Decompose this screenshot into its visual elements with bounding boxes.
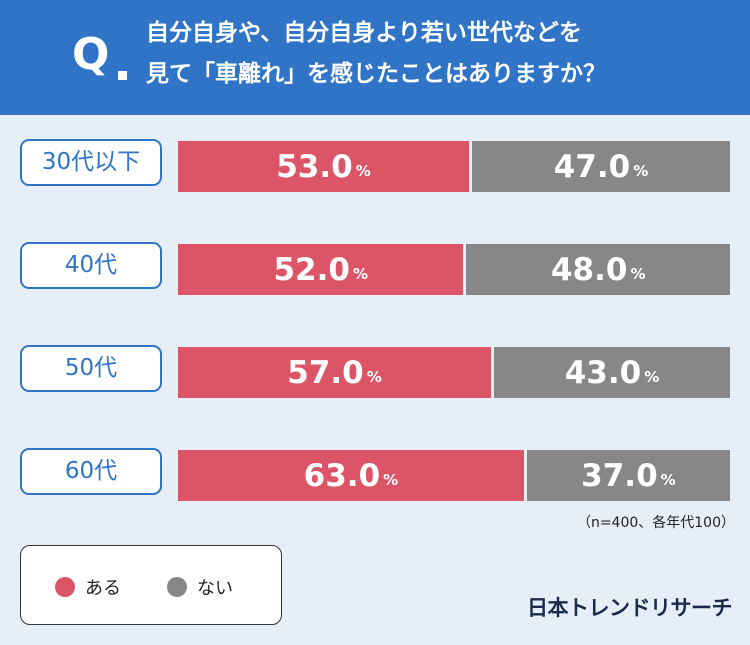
bar-value-label: 43.0 bbox=[564, 354, 642, 391]
legend: ある ない bbox=[20, 545, 282, 625]
bar-value-label: 52.0 bbox=[273, 251, 350, 288]
bar-yes: 52.0% bbox=[178, 244, 464, 295]
legend-item-no: ない bbox=[167, 574, 233, 600]
legend-item-yes: ある bbox=[55, 574, 121, 600]
bar-value-label: 47.0 bbox=[553, 148, 631, 185]
bar-yes: 63.0% bbox=[178, 450, 524, 501]
bar-value-label: 57.0 bbox=[287, 354, 364, 391]
bar-no: 43.0% bbox=[493, 347, 730, 398]
bar-no: 47.0% bbox=[471, 141, 730, 192]
legend-dot-no bbox=[167, 577, 187, 597]
category-label: 30代以下 bbox=[20, 139, 162, 186]
category-label: 40代 bbox=[20, 242, 162, 289]
question-line-1: 自分自身や、自分自身より若い世代などを bbox=[146, 20, 582, 46]
legend-dot-yes bbox=[55, 577, 75, 597]
bar-value-label: 53.0 bbox=[276, 148, 353, 185]
bar-unit-label: % bbox=[366, 367, 382, 386]
q-dot bbox=[118, 71, 127, 80]
bar-unit-label: % bbox=[352, 264, 368, 283]
sample-note: （n=400、各年代100） bbox=[576, 515, 735, 531]
bar-value-label: 63.0 bbox=[303, 457, 381, 494]
legend-label-yes: ある bbox=[85, 578, 121, 599]
bar-unit-label: % bbox=[630, 264, 646, 283]
question-line-2: 見て「車離れ」を感じたことはありますか？ bbox=[146, 61, 606, 87]
q-mark: Q bbox=[72, 29, 110, 80]
question-header: Q 自分自身や、自分自身より若い世代などを 見て「車離れ」を感じたことはあります… bbox=[0, 0, 750, 115]
category-label: 60代 bbox=[20, 448, 162, 495]
bar-unit-label: % bbox=[633, 161, 649, 180]
bar-no: 37.0% bbox=[526, 450, 730, 501]
bar-value-label: 37.0 bbox=[581, 457, 658, 494]
legend-label-no: ない bbox=[197, 578, 233, 599]
category-label: 50代 bbox=[20, 345, 162, 392]
bar-unit-label: % bbox=[644, 367, 660, 386]
bar-unit-label: % bbox=[383, 470, 399, 489]
bar-value-label: 48.0 bbox=[550, 251, 628, 288]
bar-no: 48.0% bbox=[466, 244, 730, 295]
bar-unit-label: % bbox=[660, 470, 676, 489]
bar-unit-label: % bbox=[355, 161, 371, 180]
brand-logo: 日本トレンドリサーチ bbox=[527, 596, 733, 620]
bar-yes: 57.0% bbox=[178, 347, 491, 398]
bar-yes: 53.0% bbox=[178, 141, 469, 192]
